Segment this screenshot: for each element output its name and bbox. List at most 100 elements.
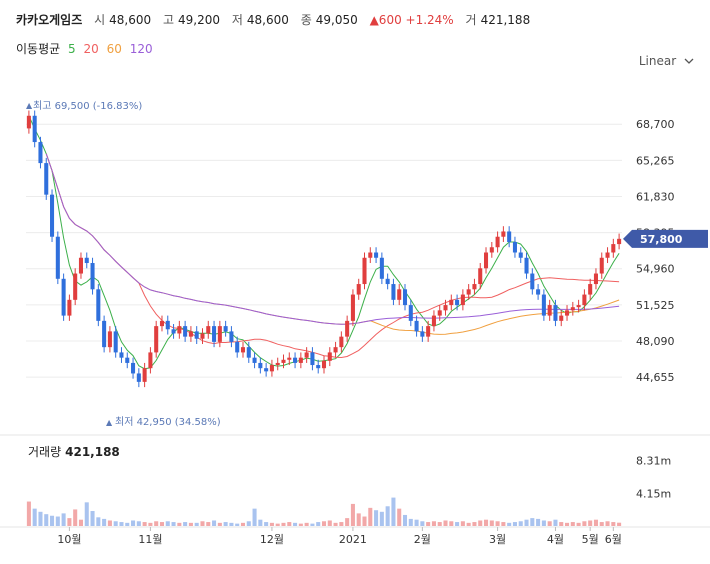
volume-bar (240, 522, 246, 526)
svg-text:▲: ▲ (26, 101, 33, 110)
low-value: 48,600 (246, 13, 289, 27)
volume-bar (391, 497, 396, 526)
candle-body (78, 257, 83, 274)
candle-body (374, 252, 379, 258)
candle-body (605, 252, 610, 258)
candle-body (50, 194, 55, 237)
volume-bar (385, 506, 390, 526)
volume-bar (339, 522, 344, 526)
volume-bar (73, 509, 78, 526)
ma-5: 5 (68, 42, 76, 56)
volume-bar (61, 513, 66, 526)
volume-bar (489, 520, 494, 526)
y-tick-label: 44,655 (636, 371, 675, 384)
volume-bar (102, 518, 107, 526)
volume-bar (148, 522, 153, 526)
candle-body (368, 252, 373, 258)
candle-body (420, 331, 425, 337)
candle-body (316, 365, 321, 369)
candle-body (518, 252, 523, 258)
candle-body (345, 320, 350, 337)
candle-body (229, 331, 234, 342)
candle-body (536, 289, 541, 295)
volume-value: 421,188 (480, 13, 531, 27)
volume-bar (131, 520, 136, 526)
volume-bar (90, 511, 95, 526)
high-annotation-text: 최고 69,500 (-16.83%) (33, 100, 142, 112)
volume-bar (177, 522, 182, 526)
volume-tick-label: 8.31m (636, 454, 671, 467)
candle-body (26, 115, 31, 129)
candle-body (223, 326, 228, 332)
quote-header: 카카오게임즈 시 48,600 고 49,200 저 48,600 종 49,050 ▲… (16, 11, 538, 28)
candle-body (489, 247, 494, 253)
volume-bar (212, 520, 217, 526)
scale-selector[interactable]: Linear (639, 54, 694, 68)
candle-body (293, 357, 298, 363)
volume-bar (536, 518, 541, 526)
candle-body (478, 268, 483, 285)
volume-bar (246, 521, 251, 526)
candle-body (275, 362, 280, 366)
candle-body (553, 305, 558, 321)
candle-body (333, 347, 338, 353)
candle-body (206, 326, 211, 334)
candle-body (408, 305, 413, 321)
volume-bar (125, 522, 130, 526)
candle-body (431, 315, 436, 327)
ma-60-line (45, 153, 620, 335)
volume-title: 거래량 421,188 (28, 443, 120, 460)
candle-body (321, 360, 327, 369)
volume-label: 거 (465, 13, 477, 27)
candle-body (194, 331, 199, 339)
volume-bar (183, 522, 188, 526)
candle-body (200, 333, 205, 339)
volume-bar (84, 502, 89, 526)
volume-bar (611, 522, 616, 526)
candle-body (483, 252, 489, 269)
candle-body (113, 331, 118, 353)
candle-body (264, 368, 269, 372)
volume-bar (368, 507, 373, 526)
volume-bar (547, 521, 552, 526)
volume-bar (275, 523, 280, 526)
candle-body (362, 257, 367, 285)
volume-bar (50, 515, 55, 526)
candle-body (246, 347, 251, 358)
y-axis: 68,70065,26561,83058,39554,96051,52548,0… (636, 118, 675, 384)
candle-body (397, 289, 402, 300)
volume-bar (455, 522, 460, 526)
candle-body (258, 362, 263, 369)
y-tick-label: 48,090 (636, 335, 675, 348)
volume-bar (379, 511, 384, 526)
volume-bar (588, 520, 593, 526)
candle-body (524, 257, 529, 274)
volume-bar (426, 522, 431, 526)
candle-body (611, 244, 616, 253)
volume-bar (495, 521, 500, 526)
chevron-down-icon (684, 58, 694, 64)
volume-bar (229, 522, 234, 526)
volume-bar (107, 520, 112, 526)
volume-bar (165, 521, 170, 526)
candle-body (530, 273, 535, 290)
candle-body (235, 341, 240, 353)
volume-bar (518, 521, 523, 526)
candle-body (269, 365, 274, 372)
volume-bar (287, 522, 292, 526)
candle-body (466, 289, 471, 295)
volume-bar (217, 522, 222, 526)
candle-body (304, 352, 309, 358)
volume-bar (362, 516, 367, 526)
moving-average-legend: 이동평균 5 20 60 120 (16, 40, 157, 57)
volume-bar (350, 503, 355, 526)
volume-bar (310, 523, 315, 526)
candle-body (356, 284, 361, 295)
volume-title-value: 421,188 (65, 445, 120, 459)
volume-bar (142, 522, 147, 526)
candle-body (188, 331, 193, 337)
low-label: 저 (231, 13, 243, 27)
volume-bar (582, 521, 587, 526)
candle-body (148, 352, 153, 369)
